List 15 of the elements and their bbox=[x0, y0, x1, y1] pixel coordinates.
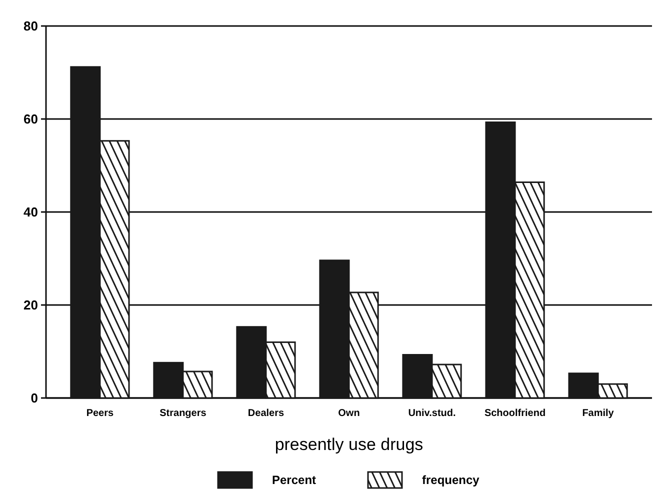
x-tick-label: Dealers bbox=[248, 408, 284, 419]
x-axis-title: presently use drugs bbox=[274, 435, 424, 454]
legend-label: frequency bbox=[422, 473, 480, 488]
x-tick-label: Univ.stud. bbox=[408, 408, 456, 419]
x-tick-label: Own bbox=[338, 408, 360, 419]
x-tick-label: Schoolfriend bbox=[484, 408, 546, 419]
y-tick-label: 40 bbox=[24, 204, 38, 220]
y-tick-label: 0 bbox=[30, 390, 38, 406]
legend-label: Percent bbox=[272, 473, 316, 488]
y-tick-label: 20 bbox=[24, 298, 38, 313]
x-tick-label: Peers bbox=[86, 408, 114, 419]
y-tick-label: 80 bbox=[24, 18, 38, 34]
x-tick-label: Family bbox=[582, 408, 614, 419]
y-tick-label: 60 bbox=[24, 112, 38, 127]
x-tick-label: Strangers bbox=[160, 408, 207, 419]
